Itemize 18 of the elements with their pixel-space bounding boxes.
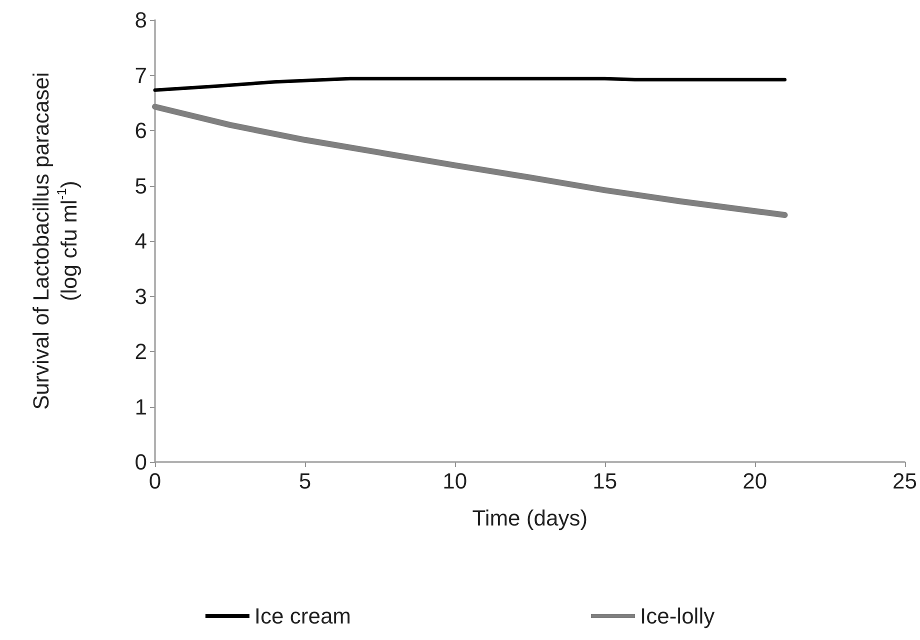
y-tick-label: 2: [134, 339, 147, 364]
x-tick-label: 20: [742, 468, 768, 494]
legend-label: Ice-lolly: [640, 604, 715, 628]
y-tick-label: 8: [134, 8, 147, 32]
y-tick-label: 7: [134, 62, 147, 88]
legend-label: Ice cream: [254, 604, 352, 628]
x-axis-title: Time (days): [472, 506, 588, 530]
x-tick-label: 5: [298, 468, 312, 494]
line-series: [153, 76, 787, 92]
y-tick-label: 3: [134, 284, 147, 309]
x-tick-label: 10: [442, 468, 468, 494]
x-tick-label: 25: [892, 468, 918, 494]
y-tick-label: 6: [134, 118, 147, 143]
y-tick-label: 4: [134, 228, 147, 254]
y-tick-label: 1: [134, 394, 147, 420]
y-tick-label: 5: [134, 173, 147, 198]
x-tick-label: 15: [592, 468, 618, 494]
y-tick-label: 0: [134, 450, 147, 474]
